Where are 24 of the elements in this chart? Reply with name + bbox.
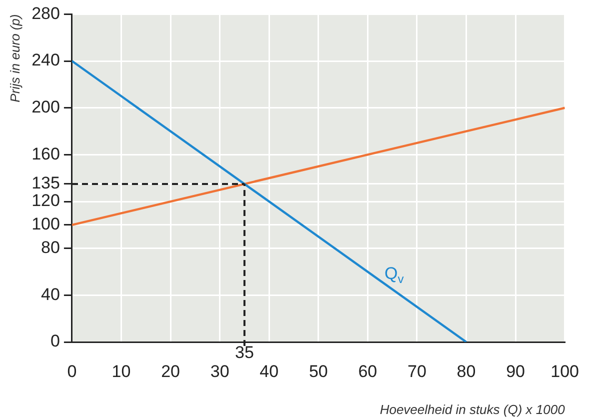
y-tick-label: 0 <box>50 332 60 351</box>
x-tick-label: 40 <box>260 362 279 381</box>
x-tick-label: 60 <box>358 362 378 381</box>
y-tick-label: 200 <box>32 98 60 117</box>
y-axis-title: Prijs in euro (p) <box>7 14 22 102</box>
y-tick-label: 240 <box>32 50 60 70</box>
y-tick-label: 80 <box>41 238 60 258</box>
y-tick-label: 100 <box>32 214 60 234</box>
x-tick-label: 50 <box>308 362 328 381</box>
x-tick-label: 80 <box>456 362 476 381</box>
y-tick-label: 120 <box>32 191 60 210</box>
x-tick-label: 20 <box>161 362 180 381</box>
y-tick-label: 160 <box>32 144 60 164</box>
x-axis-title: Hoeveelheid in stuks (Q) x 1000 <box>380 402 566 417</box>
x-tick-label: 30 <box>210 362 230 381</box>
ref-line-label: 35 <box>235 343 254 362</box>
y-tick-label: 40 <box>41 284 60 304</box>
y-tick-label: 135 <box>32 174 60 193</box>
y-tick-label: 280 <box>32 4 60 23</box>
x-tick-label: 100 <box>550 362 580 381</box>
x-tick-label: 70 <box>408 362 426 381</box>
x-tick-label: 0 <box>67 362 77 381</box>
x-tick-label: 90 <box>506 362 525 381</box>
x-tick-label: 10 <box>112 362 131 381</box>
